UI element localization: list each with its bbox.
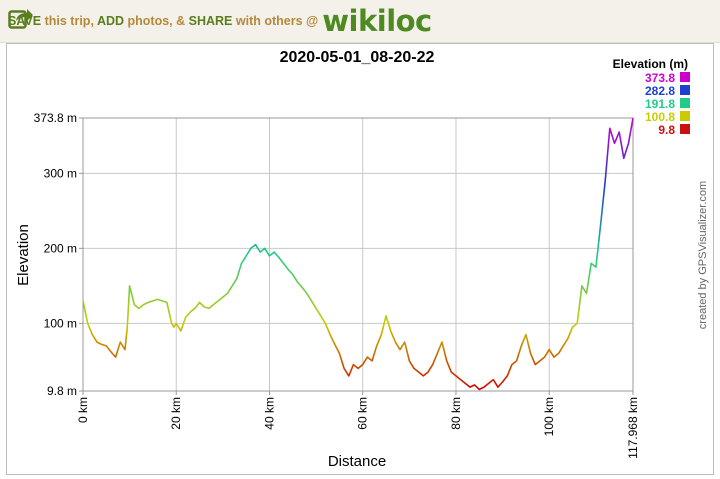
y-tick-label: 373.8 m <box>34 111 77 125</box>
banner-text: SAVE this trip, ADD photos, & SHARE with… <box>8 14 318 28</box>
wikiloc-logo: wikiloc <box>322 4 432 38</box>
legend-label: 373.8 <box>645 71 675 85</box>
banner-word-trip: this trip, <box>44 14 94 28</box>
chart-title: 2020-05-01_08-20-22 <box>280 49 435 66</box>
y-axis-title: Elevation <box>15 224 32 286</box>
y-tick-label: 100 m <box>44 316 77 330</box>
banner-word-photos: photos, & <box>127 14 186 28</box>
banner-word-share: SHARE <box>188 14 233 28</box>
legend-swatch <box>680 72 690 82</box>
legend-label: 191.8 <box>645 97 675 111</box>
wikiloc-banner: SAVE this trip, ADD photos, & SHARE with… <box>0 0 720 43</box>
x-tick-label: 100 km <box>542 397 556 436</box>
y-tick-label: 200 m <box>44 241 77 255</box>
credit-text: created by GPSVisualizer.com <box>697 181 709 329</box>
elevation-line <box>82 117 634 391</box>
legend-swatch <box>680 124 690 134</box>
legend-title: Elevation (m) <box>613 57 688 71</box>
x-tick-label: 117.968 km <box>626 397 640 459</box>
x-tick-label: 60 km <box>356 397 370 430</box>
legend-label: 282.8 <box>645 84 675 98</box>
save-trip-link[interactable]: SAVE this trip, ADD photos, & SHARE with… <box>8 4 432 38</box>
y-tick-label: 9.8 m <box>47 384 77 398</box>
x-tick-label: 0 km <box>76 397 90 423</box>
plot-area-border <box>82 117 634 392</box>
banner-word-others: with others @ <box>235 14 319 28</box>
legend-label: 100.8 <box>645 110 675 124</box>
share-icon <box>8 9 33 29</box>
legend-swatch <box>680 85 690 95</box>
y-tick-label: 300 m <box>44 166 77 180</box>
banner-word-add: ADD <box>96 14 125 28</box>
x-tick-label: 40 km <box>262 397 276 430</box>
x-tick-label: 80 km <box>449 397 463 430</box>
legend-swatch <box>680 111 690 121</box>
legend-label: 9.8 <box>658 123 675 137</box>
x-tick-label: 20 km <box>169 397 183 430</box>
legend-swatch <box>680 98 690 108</box>
x-axis-title: Distance <box>328 453 386 470</box>
